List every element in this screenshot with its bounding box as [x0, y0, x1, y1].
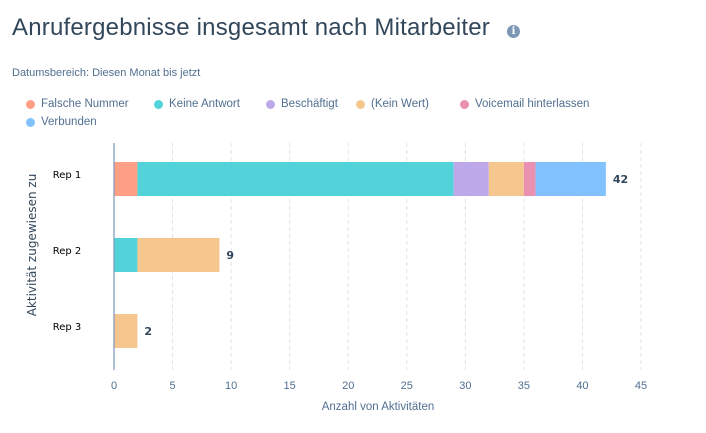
bar-segment[interactable] — [523, 162, 536, 196]
bar-segment[interactable] — [488, 162, 524, 196]
legend-label: Voicemail hinterlassen — [475, 98, 590, 110]
legend-item[interactable]: Falsche Nummer — [26, 98, 129, 110]
x-tick-label: 45 — [635, 380, 647, 392]
legend-dot-icon — [154, 99, 163, 109]
x-tick-label: 0 — [111, 380, 117, 392]
bar-segment[interactable] — [535, 162, 606, 196]
category-label: Rep 3 — [53, 322, 82, 333]
legend-item[interactable]: Verbunden — [26, 116, 97, 128]
legend-label: Keine Antwort — [169, 98, 240, 110]
x-tick-label: 15 — [284, 380, 296, 392]
legend-label: Beschäftigt — [281, 98, 338, 110]
bar-segment[interactable] — [114, 314, 138, 348]
legend-dot-icon — [26, 99, 35, 109]
legend-label: Falsche Nummer — [41, 98, 129, 110]
legend-item[interactable]: Voicemail hinterlassen — [460, 98, 589, 110]
x-tick-label: 35 — [518, 380, 530, 392]
chart-title: Anrufergebnisse insgesamt nach Mitarbeit… — [12, 14, 490, 41]
bar-segment[interactable] — [453, 162, 489, 196]
x-tick-label: 40 — [576, 380, 588, 392]
x-tick-label: 20 — [342, 380, 354, 392]
bar-segment[interactable] — [114, 162, 138, 196]
info-icon[interactable]: i — [507, 25, 520, 38]
x-tick-label: 30 — [459, 380, 471, 392]
legend-dot-icon — [26, 117, 35, 127]
legend-dot-icon — [266, 99, 275, 109]
bar-total-label: 42 — [613, 173, 628, 186]
category-label: Rep 2 — [53, 246, 82, 257]
x-axis-title: Anzahl von Aktivitäten — [322, 401, 435, 413]
bar-total-label: 9 — [226, 249, 234, 262]
legend-label: (Kein Wert) — [371, 98, 429, 110]
x-tick-label: 25 — [401, 380, 413, 392]
date-range-value[interactable]: Diesen Monat bis jetzt — [92, 67, 201, 79]
legend-dot-icon — [356, 99, 365, 109]
legend-item[interactable]: (Kein Wert) — [356, 98, 429, 110]
bar-segment[interactable] — [137, 238, 220, 272]
category-label: Rep 1 — [53, 170, 82, 181]
x-tick-label: 5 — [169, 380, 175, 392]
bar-segment[interactable] — [137, 162, 454, 196]
bar-segment[interactable] — [114, 238, 138, 272]
legend-item[interactable]: Beschäftigt — [266, 98, 338, 110]
x-tick-label: 10 — [225, 380, 237, 392]
date-range: Datumsbereich: Diesen Monat bis jetzt — [12, 67, 200, 79]
y-axis-title: Aktivität zugewiesen zu — [25, 174, 39, 317]
date-range-label: Datumsbereich: — [12, 67, 90, 79]
legend-dot-icon — [460, 99, 469, 109]
bar-total-label: 2 — [144, 325, 152, 338]
legend-label: Verbunden — [41, 116, 97, 128]
legend-item[interactable]: Keine Antwort — [154, 98, 240, 110]
